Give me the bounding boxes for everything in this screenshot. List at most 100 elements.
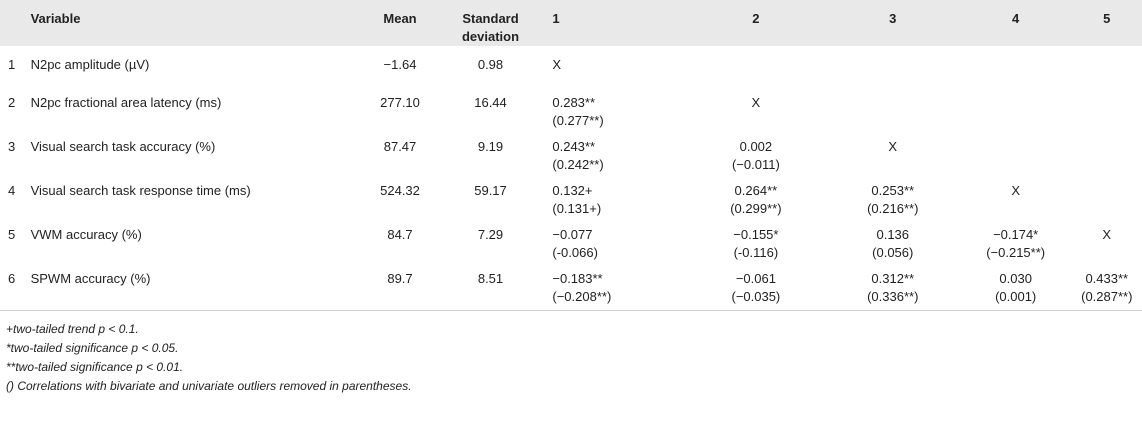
correlation-cell-c2: −0.061 (−0.035) (686, 266, 826, 310)
correlation-value-outliers-removed: (−0.208**) (552, 289, 612, 304)
correlation-value: 0.433** (1085, 271, 1129, 286)
correlation-value: X (1102, 227, 1112, 242)
cell-variable: Visual search task response time (ms) (30, 183, 251, 198)
table-row: 5 VWM accuracy (%) 84.7 7.29 −0.077 (-0.066) −… (0, 222, 1142, 266)
correlation-value-outliers-removed: (0.336**) (867, 289, 919, 304)
cell-mean: 87.47 (383, 139, 417, 154)
correlation-cell-c1: 0.283** (0.277**) (546, 90, 686, 134)
correlation-cell-c4: 0.030 (0.001) (960, 266, 1072, 310)
cell-mean: 524.32 (380, 183, 420, 198)
correlation-value: −0.061 (735, 271, 776, 286)
correlation-value-outliers-removed: (-0.116) (733, 245, 779, 260)
correlation-cell-c1: 0.132+ (0.131+) (546, 178, 686, 222)
correlation-value: 0.136 (876, 227, 910, 242)
cell-variable: SPWM accuracy (%) (30, 271, 151, 286)
correlation-value-outliers-removed: (-0.066) (552, 245, 598, 260)
correlation-cell-c4: −0.174* (−0.215**) (960, 222, 1072, 266)
correlation-value: 0.030 (999, 271, 1032, 286)
correlation-value-outliers-removed: (0.131+) (552, 201, 602, 216)
correlation-value: X (751, 95, 761, 110)
correlation-value-outliers-removed: (0.277**) (552, 113, 604, 128)
table-row: 3 Visual search task accuracy (%) 87.47 9.1… (0, 134, 1142, 178)
header-number (0, 0, 25, 46)
correlation-cell-c5 (1072, 178, 1142, 222)
correlation-cell-c3 (826, 46, 960, 90)
cell-mean: 277.10 (380, 95, 420, 110)
footnote-significance-05: *two-tailed significance p < 0.05. (6, 341, 179, 355)
correlation-value: 0.283** (552, 95, 596, 110)
header-col-2: 2 (752, 11, 760, 26)
cell-num: 2 (8, 95, 16, 110)
correlation-cell-c5: X (1072, 222, 1142, 266)
cell-sd: 8.51 (477, 271, 504, 286)
correlation-value-outliers-removed: (0.001) (995, 289, 1037, 304)
cell-sd: 16.44 (474, 95, 507, 110)
cell-num: 1 (8, 57, 16, 72)
footnote-trend: +two-tailed trend p < 0.1. (6, 322, 139, 336)
correlation-value: X (888, 139, 898, 154)
correlation-value: 0.253** (871, 183, 915, 198)
correlation-table: Variable Mean Standard deviation 1 2 3 4… (0, 0, 1142, 310)
header-col-3: 3 (889, 11, 897, 26)
correlation-value: 0.132+ (552, 183, 593, 198)
footnote-significance-01: **two-tailed significance p < 0.01. (6, 360, 184, 374)
correlation-value-outliers-removed: (−0.215**) (986, 245, 1046, 260)
correlation-cell-c3: 0.253** (0.216**) (826, 178, 960, 222)
correlation-cell-c4 (960, 134, 1072, 178)
correlation-value-outliers-removed: (0.287**) (1081, 289, 1133, 304)
correlation-cell-c1: −0.183** (−0.208**) (546, 266, 686, 310)
cell-variable: N2pc fractional area latency (ms) (30, 95, 222, 110)
correlation-value: −0.155* (733, 227, 779, 242)
correlation-table-container: Variable Mean Standard deviation 1 2 3 4… (0, 0, 1142, 310)
correlation-value: −0.183** (552, 271, 603, 286)
correlation-cell-c1: X (546, 46, 686, 90)
correlation-value: 0.312** (871, 271, 915, 286)
correlation-cell-c5 (1072, 90, 1142, 134)
correlation-cell-c2: X (686, 90, 826, 134)
correlation-cell-c3: 0.312** (0.336**) (826, 266, 960, 310)
header-col-4: 4 (1012, 11, 1020, 26)
correlation-cell-c2: −0.155* (-0.116) (686, 222, 826, 266)
correlation-cell-c2: 0.002 (−0.011) (686, 134, 826, 178)
correlation-value: −0.174* (993, 227, 1039, 242)
header-standard-deviation: Standard deviation (461, 11, 520, 44)
table-footnotes: +two-tailed trend p < 0.1. *two-tailed s… (6, 320, 412, 396)
correlation-value: −0.077 (552, 227, 593, 242)
cell-num: 3 (8, 139, 16, 154)
cell-num: 4 (8, 183, 16, 198)
table-row: 6 SPWM accuracy (%) 89.7 8.51 −0.183** (−0.20… (0, 266, 1142, 310)
correlation-cell-c3: 0.136 (0.056) (826, 222, 960, 266)
header-variable: Variable (30, 11, 81, 26)
header-row: Variable Mean Standard deviation 1 2 3 4… (0, 0, 1142, 46)
correlation-cell-c4 (960, 46, 1072, 90)
table-row: 4 Visual search task response time (ms) 52… (0, 178, 1142, 222)
table-row: 1 N2pc amplitude (µV) −1.64 0.98 X (0, 46, 1142, 90)
correlation-cell-c3: X (826, 134, 960, 178)
correlation-value: 0.002 (739, 139, 773, 154)
table-row: 2 N2pc fractional area latency (ms) 277.10… (0, 90, 1142, 134)
correlation-value-outliers-removed: (0.056) (872, 245, 914, 260)
cell-variable: VWM accuracy (%) (30, 227, 142, 242)
correlation-cell-c5: 0.433** (0.287**) (1072, 266, 1142, 310)
cell-sd: 0.98 (477, 57, 504, 72)
correlation-value-outliers-removed: (0.299**) (730, 201, 782, 216)
correlation-value-outliers-removed: (−0.035) (731, 289, 781, 304)
cell-num: 6 (8, 271, 16, 286)
cell-mean: 84.7 (387, 227, 413, 242)
correlation-value-outliers-removed: (0.216**) (867, 201, 919, 216)
cell-num: 5 (8, 227, 16, 242)
correlation-cell-c1: −0.077 (-0.066) (546, 222, 686, 266)
cell-mean: −1.64 (383, 57, 417, 72)
correlation-value: 0.264** (734, 183, 778, 198)
correlation-cell-c1: 0.243** (0.242**) (546, 134, 686, 178)
footnote-parentheses: () Correlations with bivariate and univa… (6, 379, 412, 393)
correlation-value-outliers-removed: (0.242**) (552, 157, 604, 172)
correlation-value: 0.243** (552, 139, 596, 154)
correlation-cell-c2 (686, 46, 826, 90)
correlation-value: X (552, 57, 562, 72)
header-mean: Mean (383, 11, 417, 26)
cell-variable: Visual search task accuracy (%) (30, 139, 216, 154)
cell-sd: 7.29 (477, 227, 504, 242)
correlation-cell-c5 (1072, 46, 1142, 90)
correlation-value: X (1011, 183, 1020, 198)
